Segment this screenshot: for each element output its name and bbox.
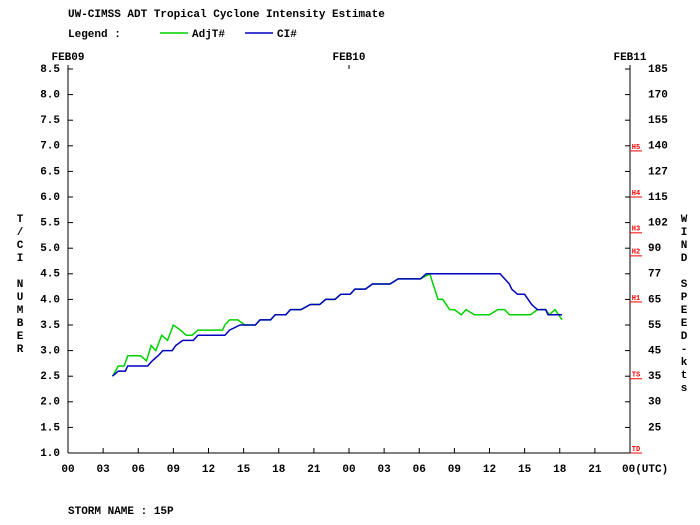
date-tick-label: FEB09 (51, 52, 84, 64)
x-tick-label: 00(UTC) (622, 464, 668, 476)
x-tick-label: 03 (378, 464, 392, 476)
footer: STORM NAME : 15P (68, 506, 174, 518)
y2-tick-label: 45 (648, 346, 662, 358)
y-tick-label: 5.5 (40, 218, 60, 230)
x-tick-label: 00 (61, 464, 74, 476)
y-tick-label: 3.0 (40, 346, 60, 358)
category-label: H3 (632, 226, 640, 234)
x-tick-label: 00 (342, 464, 355, 476)
x-tick-label: 15 (518, 464, 532, 476)
series-line (111, 272, 563, 377)
y-tick-label: 2.0 (40, 397, 60, 409)
category-label: TD (632, 446, 640, 454)
y2-tick-label: 155 (648, 115, 668, 127)
y2-tick-label: 25 (648, 422, 662, 434)
series-line (111, 273, 563, 377)
y2-tick-label: 35 (648, 371, 662, 383)
x-tick-label: 12 (202, 464, 215, 476)
x-tick-label: 06 (413, 464, 426, 476)
y2-tick-label: 140 (648, 141, 668, 153)
y-tick-label: 8.0 (40, 90, 60, 102)
y2-tick-label: 127 (648, 166, 668, 178)
y-tick-label: 5.0 (40, 243, 60, 255)
category-label: H5 (632, 144, 640, 152)
y-tick-label: 6.5 (40, 166, 60, 178)
x-tick-label: 09 (167, 464, 180, 476)
y-tick-label: 4.0 (40, 294, 60, 306)
y2-tick-label: 65 (648, 294, 662, 306)
y2-axis-label: WIND SPEED-kts (678, 214, 690, 396)
x-tick-label: 03 (97, 464, 111, 476)
y2-tick-label: 55 (648, 320, 662, 332)
category-label: H4 (632, 190, 640, 198)
x-tick-label: 18 (553, 464, 567, 476)
date-tick-label: FEB11 (613, 52, 646, 64)
category-label: H1 (632, 295, 640, 303)
legend-label: Legend : (68, 29, 121, 41)
y-tick-label: 7.5 (40, 115, 60, 127)
y2-tick-label: 185 (648, 64, 668, 76)
x-tick-label: 06 (132, 464, 145, 476)
x-tick-label: 18 (272, 464, 286, 476)
x-tick-label: 21 (588, 464, 602, 476)
y-axis-label: T/CI NUMBER (14, 214, 26, 357)
y2-tick-label: 102 (648, 218, 668, 230)
y2-tick-label: 115 (648, 192, 668, 204)
category-label: TS (632, 372, 640, 380)
x-tick-label: 09 (448, 464, 461, 476)
legend-entry: AdjT# (192, 29, 225, 41)
y-tick-label: 1.5 (40, 422, 60, 434)
y-tick-label: 6.0 (40, 192, 60, 204)
category-label: H2 (632, 249, 640, 257)
y-tick-label: 4.5 (40, 269, 60, 281)
y-tick-label: 7.0 (40, 141, 60, 153)
y-tick-label: 1.0 (40, 448, 60, 460)
y2-tick-label: 77 (648, 269, 661, 281)
x-tick-label: 15 (237, 464, 251, 476)
y-tick-label: 3.5 (40, 320, 60, 332)
y2-tick-label: 90 (648, 243, 661, 255)
legend-entry: CI# (277, 29, 297, 41)
x-tick-label: 21 (307, 464, 321, 476)
x-tick-label: 12 (483, 464, 496, 476)
date-tick-label: FEB10 (332, 52, 365, 64)
y2-tick-label: 30 (648, 397, 661, 409)
y2-tick-label: 170 (648, 90, 668, 102)
y-tick-label: 2.5 (40, 371, 60, 383)
chart-title: UW-CIMSS ADT Tropical Cyclone Intensity … (68, 9, 385, 21)
y-tick-label: 8.5 (40, 64, 60, 76)
